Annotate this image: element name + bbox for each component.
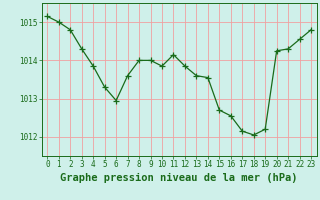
X-axis label: Graphe pression niveau de la mer (hPa): Graphe pression niveau de la mer (hPa) bbox=[60, 173, 298, 183]
